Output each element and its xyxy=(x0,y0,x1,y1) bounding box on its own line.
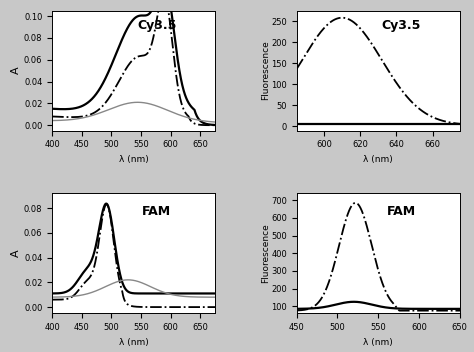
Text: Cy3.5: Cy3.5 xyxy=(137,19,176,32)
Text: Cy3.5: Cy3.5 xyxy=(382,19,421,32)
Y-axis label: Fluorescence: Fluorescence xyxy=(261,41,270,101)
Y-axis label: Fluorescence: Fluorescence xyxy=(261,223,270,283)
Text: FAM: FAM xyxy=(142,205,171,218)
X-axis label: λ (nm): λ (nm) xyxy=(364,338,393,347)
Y-axis label: A: A xyxy=(11,67,21,74)
Y-axis label: A: A xyxy=(11,250,21,257)
X-axis label: λ (nm): λ (nm) xyxy=(119,338,148,347)
X-axis label: λ (nm): λ (nm) xyxy=(119,155,148,164)
Text: FAM: FAM xyxy=(386,205,416,218)
X-axis label: λ (nm): λ (nm) xyxy=(364,155,393,164)
